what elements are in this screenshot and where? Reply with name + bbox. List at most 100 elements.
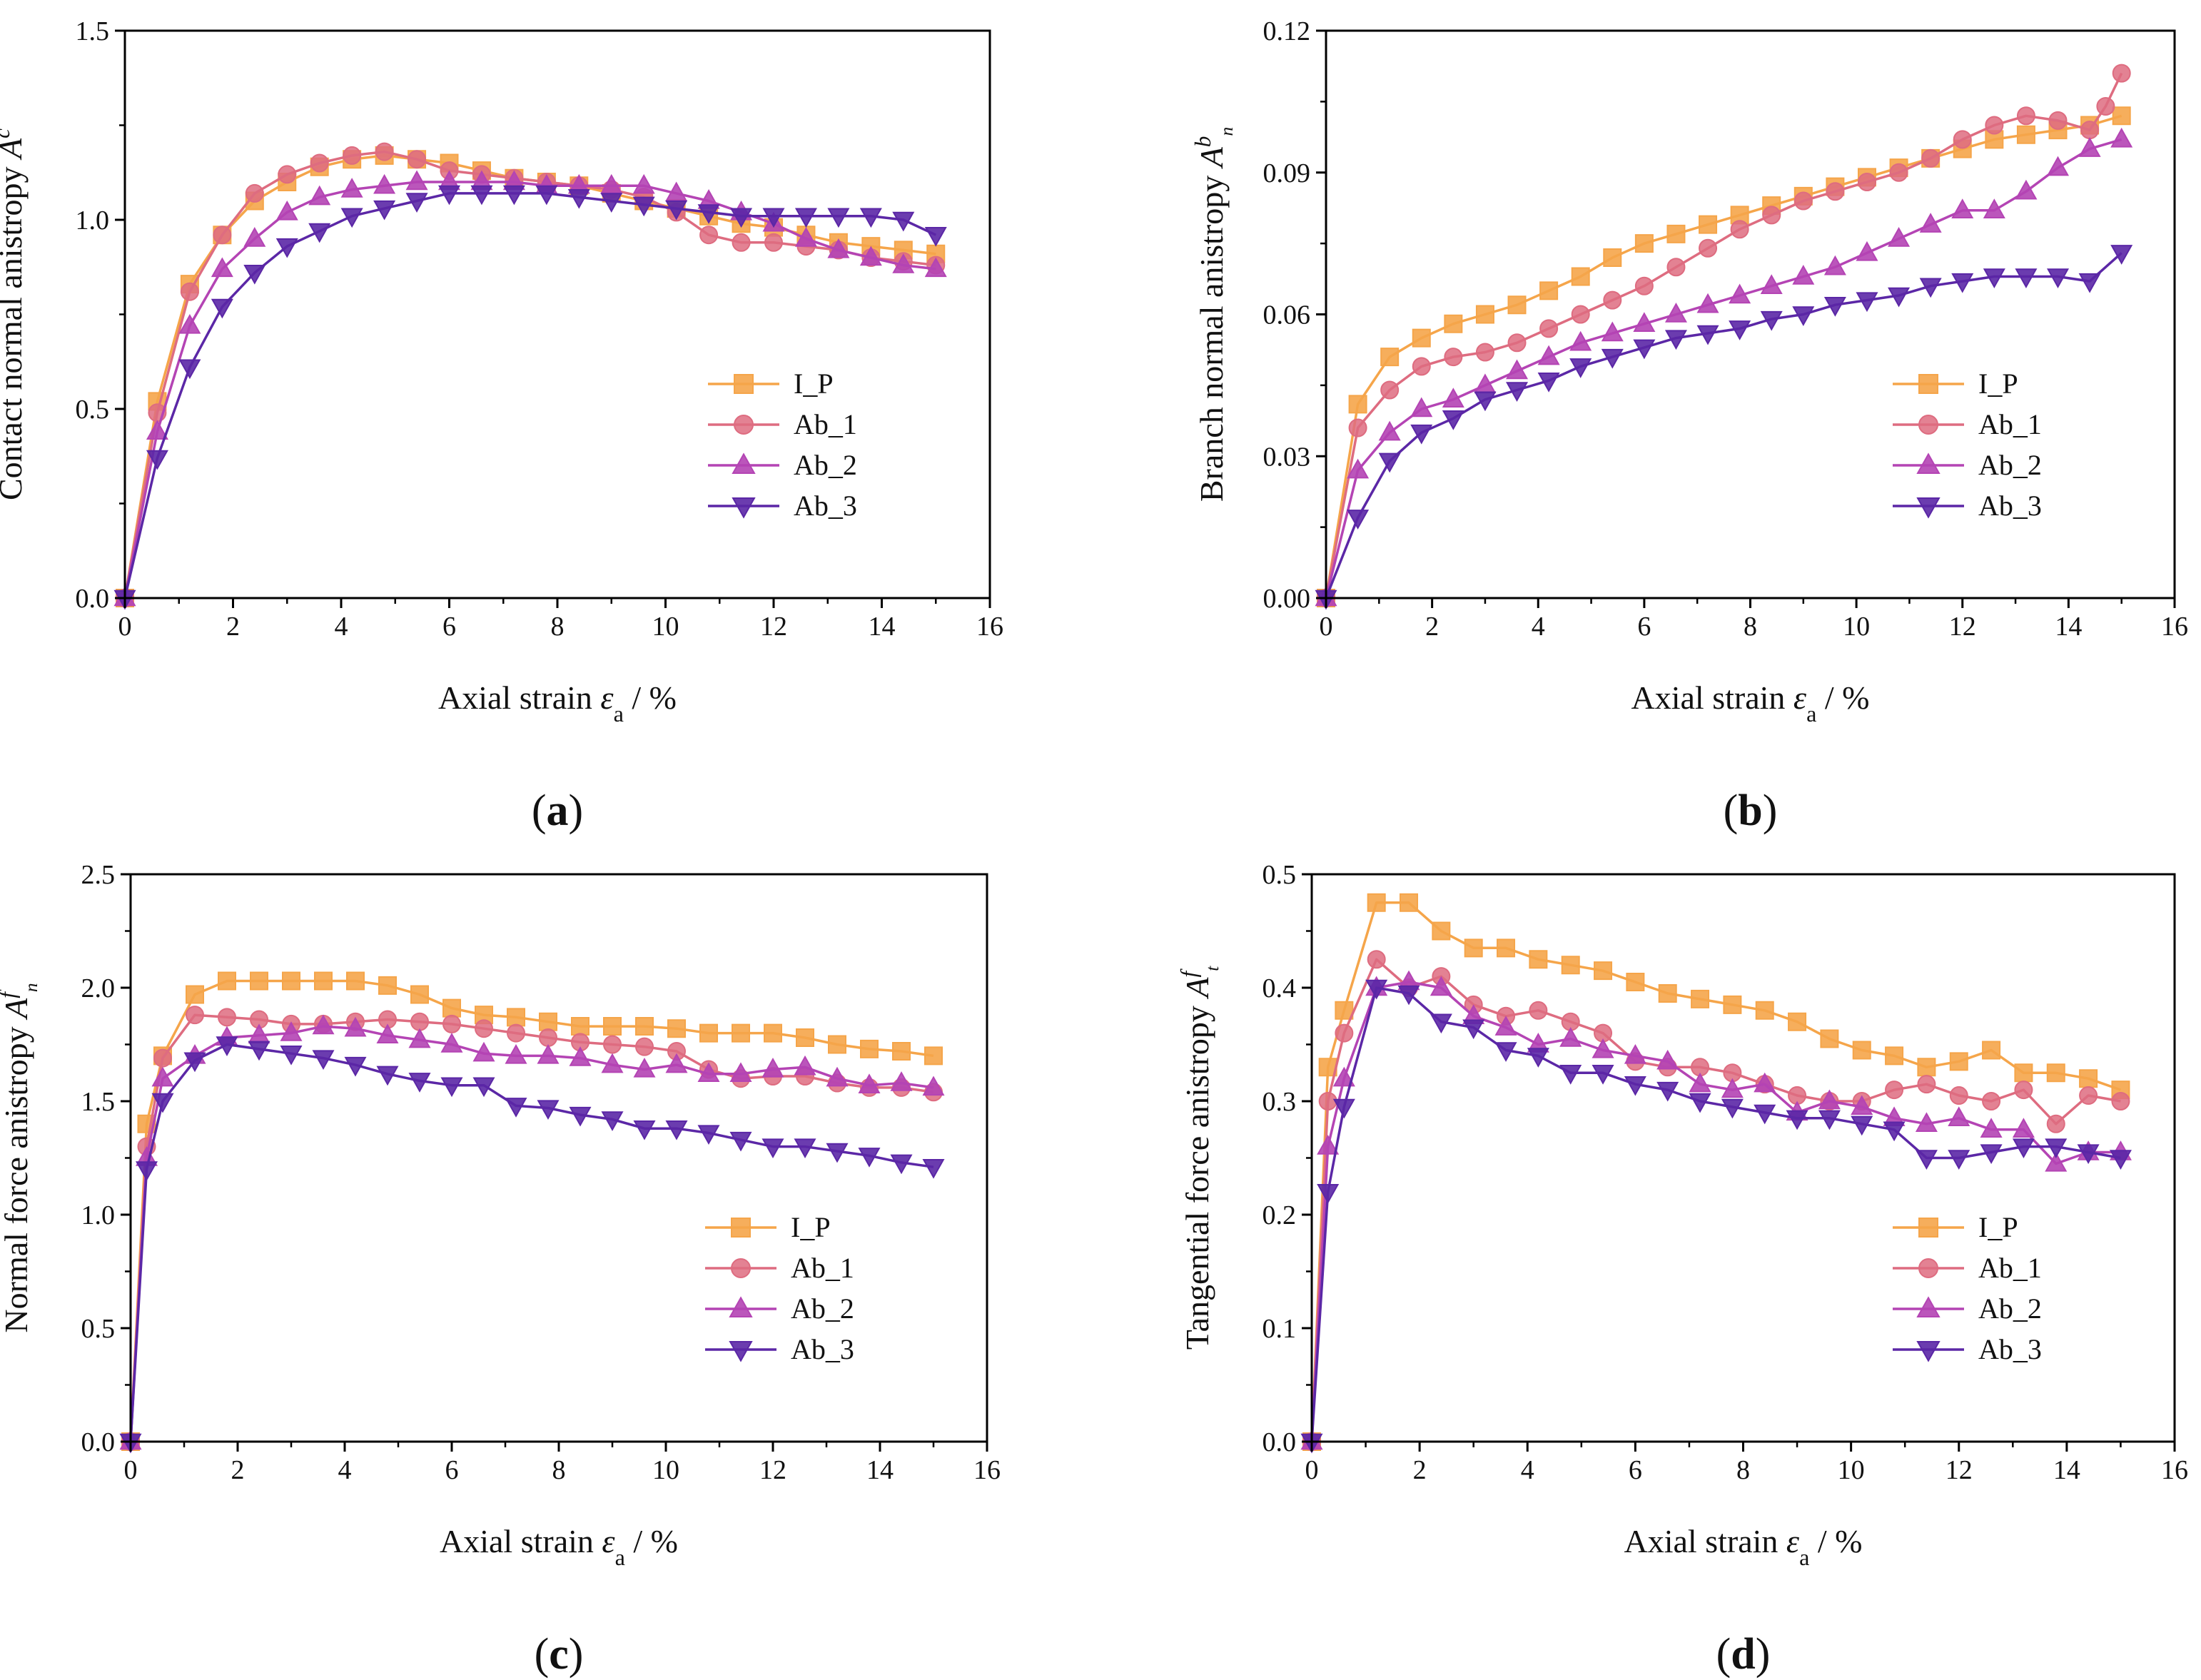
data-point-ab-2 bbox=[146, 420, 168, 440]
data-point-ab-2 bbox=[2045, 1152, 2068, 1172]
x-tick-label: 14 bbox=[866, 1455, 894, 1485]
data-point-ab-1 bbox=[1412, 357, 1431, 376]
data-point-ab-3 bbox=[243, 265, 266, 285]
data-point-ab-3 bbox=[729, 1131, 752, 1152]
legend-label-ab-2: Ab_2 bbox=[791, 1292, 854, 1325]
data-point-ab-2 bbox=[1919, 213, 1942, 233]
data-point-ab-1 bbox=[475, 1019, 493, 1038]
data-point-ab-3 bbox=[216, 1036, 238, 1056]
data-point-i-p bbox=[218, 971, 236, 991]
data-point-ab-3 bbox=[502, 185, 525, 206]
data-point-i-p bbox=[1348, 395, 1367, 414]
data-point-ab-2 bbox=[243, 227, 266, 247]
data-point-ab-3 bbox=[2012, 1138, 2035, 1159]
data-point-i-p bbox=[1571, 267, 1590, 286]
data-point-ab-2 bbox=[1983, 198, 2005, 218]
data-point-i-p bbox=[1400, 893, 1419, 912]
data-point-ab-3 bbox=[312, 1050, 335, 1071]
x-tick-label: 16 bbox=[973, 1455, 1001, 1485]
data-point-ab-3 bbox=[859, 208, 882, 228]
data-point-ab-1 bbox=[1539, 319, 1559, 338]
data-point-ab-3 bbox=[762, 208, 785, 228]
data-point-ab-3 bbox=[1317, 1184, 1340, 1204]
data-point-ab-3 bbox=[151, 1093, 174, 1113]
legend-label-ab-3: Ab_3 bbox=[1978, 490, 2042, 522]
data-point-ab-1 bbox=[2014, 1081, 2033, 1100]
data-point-i-p bbox=[442, 998, 461, 1018]
data-point-ab-3 bbox=[275, 238, 298, 258]
data-point-i-p bbox=[1432, 921, 1451, 941]
data-point-ab-2 bbox=[537, 1043, 560, 1064]
data-point-ab-3 bbox=[1983, 268, 2005, 288]
data-point-i-p bbox=[1885, 1046, 1904, 1066]
data-point-i-p bbox=[1507, 295, 1527, 315]
data-point-ab-1 bbox=[1380, 380, 1400, 400]
data-point-i-p bbox=[924, 1046, 943, 1066]
data-point-ab-1 bbox=[410, 1012, 429, 1031]
data-point-ab-2 bbox=[826, 1066, 849, 1087]
y-tick-label: 0.0 bbox=[76, 584, 110, 614]
data-point-ab-1 bbox=[245, 183, 264, 203]
data-point-ab-3 bbox=[280, 1046, 303, 1066]
data-point-ab-2 bbox=[376, 1023, 399, 1043]
data-point-ab-2 bbox=[762, 1058, 784, 1078]
data-point-ab-1 bbox=[186, 1006, 204, 1025]
data-point-ab-1 bbox=[1949, 1086, 1968, 1105]
data-point-ab-1 bbox=[732, 233, 751, 252]
data-point-ab-3 bbox=[730, 208, 753, 228]
data-point-ab-3 bbox=[146, 450, 168, 470]
data-point-ab-2 bbox=[151, 1066, 174, 1087]
data-point-ab-2 bbox=[1559, 1027, 1582, 1047]
data-point-ab-3 bbox=[1601, 348, 1624, 369]
data-point-ab-3 bbox=[1656, 1081, 1679, 1102]
data-point-ab-1 bbox=[1603, 290, 1622, 310]
data-point-i-p bbox=[314, 971, 333, 991]
y-tick-label: 1.5 bbox=[76, 16, 110, 46]
data-point-i-p bbox=[1634, 234, 1654, 253]
data-point-ab-2 bbox=[1980, 1118, 2003, 1138]
data-point-ab-2 bbox=[1656, 1049, 1679, 1070]
legend-label-ab-1: Ab_1 bbox=[1978, 408, 2042, 440]
series-group bbox=[1315, 64, 2133, 610]
plot-frame bbox=[129, 873, 988, 1443]
series-line-ab-2 bbox=[123, 181, 936, 599]
data-point-ab-2 bbox=[827, 238, 850, 258]
data-point-ab-1 bbox=[278, 165, 297, 184]
data-point-ab-2 bbox=[1506, 359, 1529, 380]
panel-d: 0 2 4 6 8 10 12 14 16 0.0 0.1 0.2 0.3 0.4 0.5 Axial str… bbox=[1176, 860, 2189, 1679]
data-point-ab-3 bbox=[1474, 391, 1497, 412]
panel-label: (c) bbox=[535, 1630, 584, 1679]
legend: I_P Ab_1 Ab_2 Ab_3 bbox=[1893, 1211, 2042, 1365]
data-point-ab-2 bbox=[1494, 1016, 1517, 1036]
panel-label: (d) bbox=[1716, 1630, 1771, 1679]
data-point-ab-3 bbox=[1754, 1104, 1776, 1125]
data-point-ab-2 bbox=[1569, 330, 1592, 351]
data-point-ab-2 bbox=[1347, 458, 1370, 479]
data-point-ab-3 bbox=[601, 1111, 624, 1131]
data-point-ab-1 bbox=[539, 1028, 557, 1047]
data-point-ab-2 bbox=[2012, 1118, 2035, 1138]
data-point-ab-3 bbox=[858, 1148, 881, 1168]
y-tick-label: 0.12 bbox=[1263, 16, 1311, 46]
data-point-ab-2 bbox=[1888, 227, 1911, 247]
data-point-ab-1 bbox=[218, 1008, 236, 1027]
x-tick-label: 10 bbox=[1838, 1455, 1865, 1485]
data-point-ab-2 bbox=[1818, 1089, 1841, 1110]
data-point-ab-2 bbox=[1915, 1112, 1938, 1132]
data-point-ab-2 bbox=[2047, 156, 2070, 176]
data-point-ab-3 bbox=[633, 1120, 656, 1140]
y-tick-label: 0.1 bbox=[1263, 1314, 1297, 1344]
data-point-ab-3 bbox=[665, 200, 688, 221]
data-point-ab-3 bbox=[794, 1138, 816, 1159]
y-tick-label: 1.0 bbox=[76, 206, 110, 236]
data-point-i-p bbox=[1658, 983, 1677, 1003]
data-point-ab-2 bbox=[1474, 373, 1497, 394]
data-point-ab-2 bbox=[892, 253, 915, 273]
data-point-i-p bbox=[1529, 950, 1548, 969]
data-point-ab-1 bbox=[1699, 238, 1718, 258]
data-point-ab-3 bbox=[1915, 1150, 1938, 1170]
data-point-i-p bbox=[1626, 973, 1645, 992]
data-point-ab-1 bbox=[1444, 348, 1463, 367]
data-point-ab-2 bbox=[275, 200, 298, 221]
x-tick-label: 10 bbox=[652, 612, 679, 642]
